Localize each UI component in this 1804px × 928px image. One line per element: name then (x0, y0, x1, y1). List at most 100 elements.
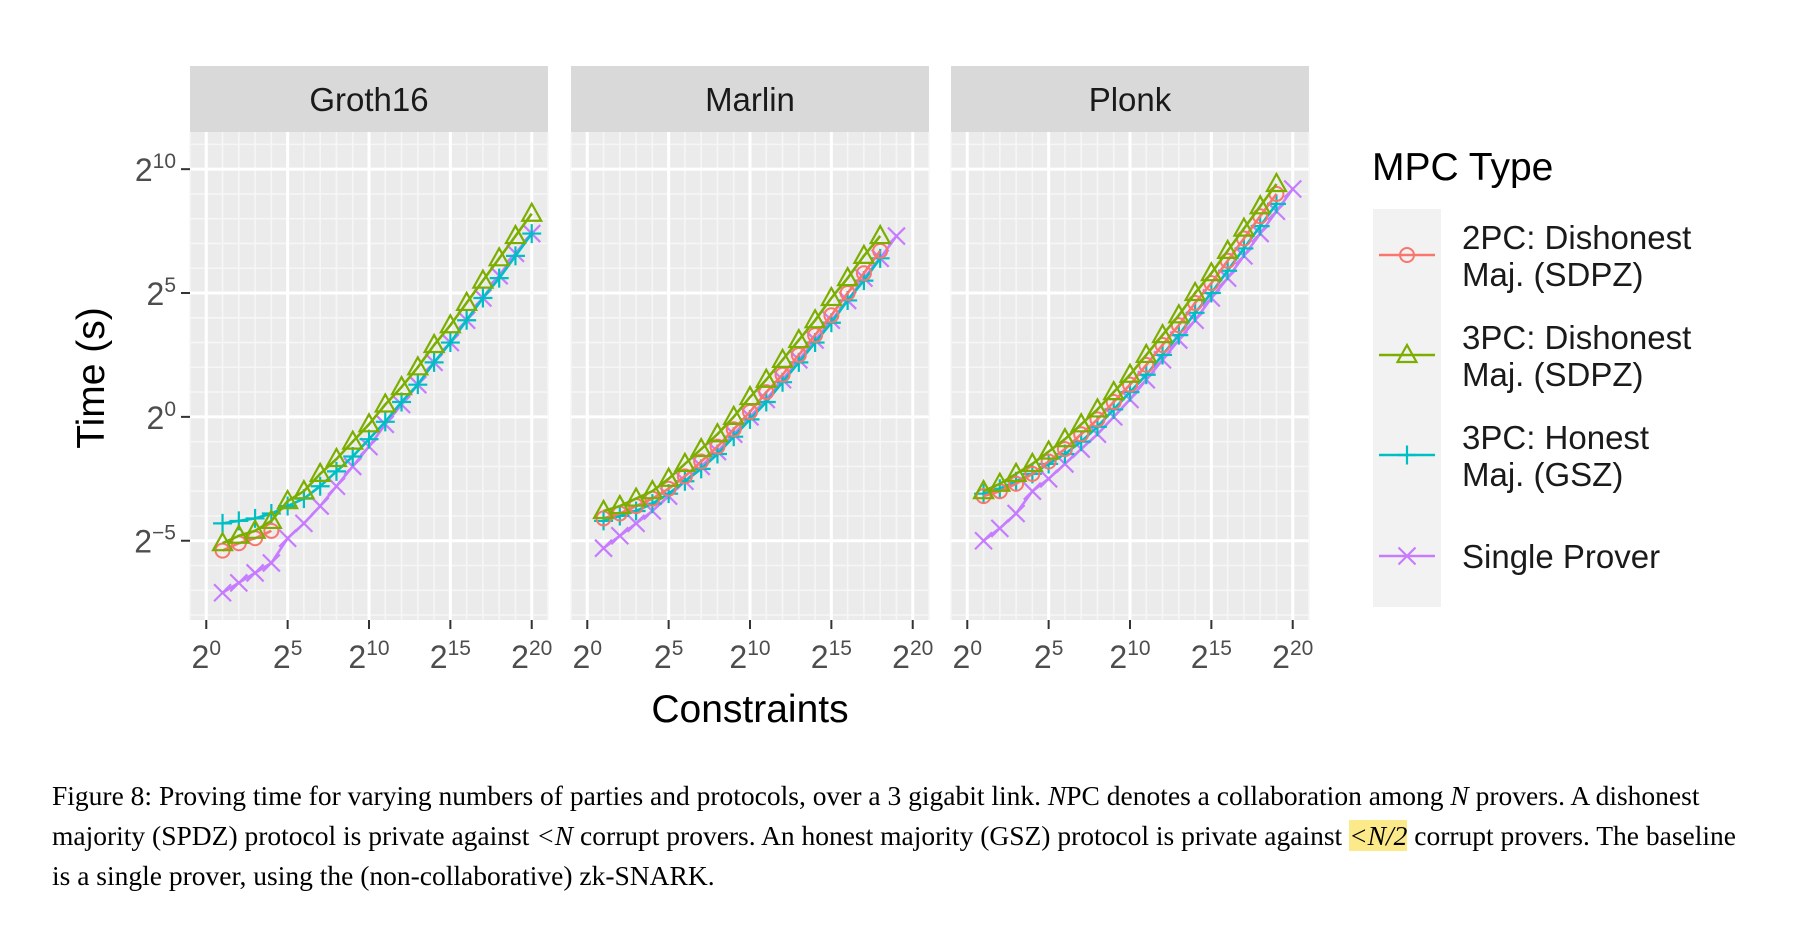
facet-plonk: Plonk (950, 66, 1310, 620)
data-point (754, 367, 778, 388)
legend-label: Single Prover (1462, 538, 1660, 575)
data-point (473, 288, 493, 308)
data-point (855, 265, 872, 282)
data-point (725, 421, 742, 438)
x-tick-label: 210 (729, 637, 770, 675)
caption-lt-n: <N (536, 820, 574, 851)
data-point (487, 246, 511, 267)
x-axis-ticks-marlin: 20 25 210 215 220 (573, 620, 933, 675)
data-point (657, 466, 681, 487)
data-point (868, 223, 892, 245)
data-point (771, 347, 794, 368)
data-point (988, 471, 1012, 492)
data-point (504, 223, 527, 245)
facets-layer: Groth16 Marlin Plonk (189, 66, 1310, 620)
facet-strip (951, 66, 1309, 132)
data-point (1105, 394, 1122, 411)
x-axis-title: Constraints (651, 688, 848, 731)
data-point (1248, 194, 1272, 215)
data-point (673, 451, 697, 473)
data-point (1069, 412, 1093, 433)
facet-marlin: Marlin (570, 66, 930, 620)
series-3pcd (211, 201, 544, 552)
series-3pcd (592, 223, 892, 520)
x-axis-ticks-plonk: 20 25 210 215 220 (953, 620, 1313, 675)
data-point (505, 246, 525, 266)
data-point (211, 530, 234, 552)
data-point (1056, 441, 1073, 458)
data-point (1136, 365, 1156, 385)
facet-title: Plonk (1089, 81, 1172, 118)
data-point (390, 374, 413, 396)
data-point (803, 308, 827, 329)
data-point (341, 429, 365, 450)
data-point (1024, 465, 1041, 482)
y-tick-label: 20 (147, 398, 176, 436)
data-point (787, 327, 811, 349)
data-point (887, 226, 906, 246)
data-point (1037, 439, 1061, 460)
data-point (245, 508, 265, 528)
caption-part-5: corrupt provers. The baseline is a singl… (52, 820, 1736, 891)
data-point (594, 538, 613, 558)
data-point (489, 268, 509, 288)
data-point (343, 447, 363, 467)
legend-label: 2PC: Dishonest (1462, 219, 1691, 256)
legend-label: 3PC: Honest (1462, 419, 1649, 456)
data-point (278, 528, 297, 548)
data-point (213, 513, 233, 533)
data-point (1006, 504, 1026, 523)
legend-label: Maj. (SDPZ) (1462, 256, 1644, 293)
data-point (310, 496, 330, 516)
data-point (1020, 451, 1044, 473)
data-point (259, 508, 283, 530)
x-tick-label: 215 (430, 637, 471, 675)
x-tick-label: 215 (1191, 637, 1232, 675)
data-point (422, 332, 446, 354)
legend-key-marker (1395, 342, 1419, 364)
data-point (1039, 469, 1058, 489)
data-point (357, 412, 381, 433)
x-tick-label: 25 (273, 637, 302, 675)
data-point (836, 265, 860, 287)
y-tick-label: 25 (147, 274, 176, 312)
data-point (660, 480, 677, 497)
data-point (706, 421, 729, 443)
series-line (983, 193, 1278, 498)
x-tick-label: 210 (348, 637, 389, 675)
data-point (1102, 379, 1126, 401)
data-point (972, 478, 995, 500)
data-point (1183, 280, 1207, 302)
y-tick-label: 210 (135, 150, 176, 188)
data-point (457, 310, 477, 330)
x-tick-label: 25 (1034, 637, 1063, 675)
data-point (823, 307, 840, 324)
data-point (1151, 322, 1174, 344)
data-point (689, 436, 713, 458)
data-point (308, 461, 332, 482)
data-point (974, 531, 993, 551)
data-point (1232, 216, 1256, 237)
figure-chart: Groth16 Marlin Plonk 20 25 210 215 220 20 25 210 2… (70, 66, 1691, 731)
data-point (455, 290, 479, 312)
axes-layer: 20 25 210 215 220 20 25 210 215 220 20 25 210 215 2202… (134, 150, 1313, 675)
data-point (610, 526, 630, 546)
data-point (990, 519, 1010, 538)
y-axis-ticks: 2−5 20 25 210 (134, 150, 190, 560)
x-tick-label: 220 (1272, 637, 1313, 675)
data-point (1122, 376, 1138, 393)
facet-title: Marlin (705, 81, 795, 118)
data-point (1265, 171, 1288, 193)
caption-part-4: corrupt provers. An honest majority (GSZ… (573, 820, 1350, 851)
legend-label: 3PC: Dishonest (1462, 319, 1691, 356)
legend-label: Maj. (SDPZ) (1462, 356, 1644, 393)
data-point (522, 224, 542, 244)
legend-key-marker (1397, 546, 1417, 566)
data-point (852, 243, 876, 264)
x-tick-label: 20 (953, 637, 982, 675)
minor-gridlines (570, 132, 930, 620)
data-point (1040, 453, 1057, 470)
legend-label: Maj. (GSZ) (1462, 456, 1623, 493)
